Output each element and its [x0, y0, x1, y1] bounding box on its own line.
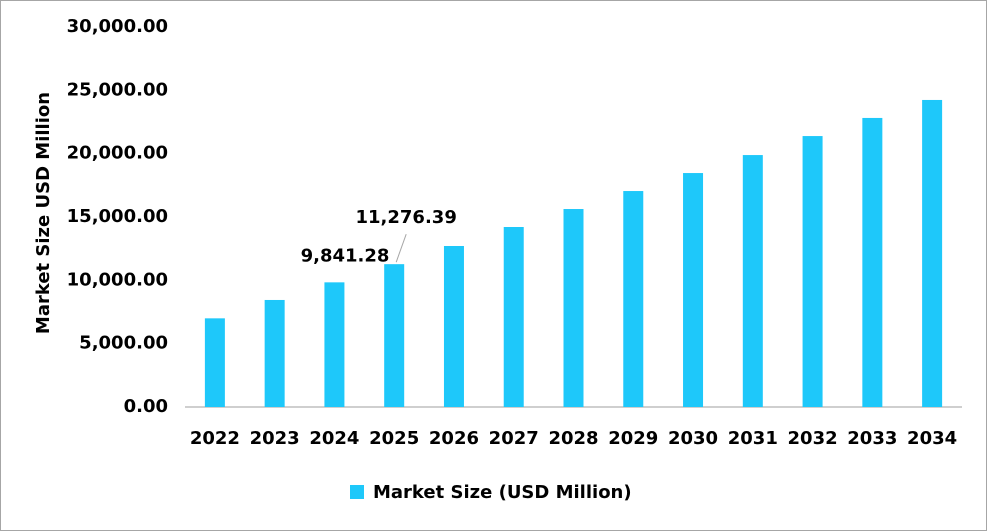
bar [623, 191, 644, 407]
bar [503, 227, 524, 407]
x-tick-label: 2024 [309, 428, 359, 449]
bar [922, 99, 943, 408]
legend-label: Market Size (USD Million) [373, 482, 632, 503]
bar [862, 117, 883, 408]
y-tick-label: 15,000.00 [67, 206, 168, 227]
bar [443, 246, 464, 407]
bar [264, 299, 285, 407]
x-tick-label: 2032 [788, 428, 838, 449]
y-axis-title: Market Size USD Million [33, 92, 54, 334]
x-tick-label: 2026 [429, 428, 479, 449]
x-tick-label: 2027 [489, 428, 539, 449]
x-tick-label: 2029 [608, 428, 658, 449]
legend-swatch [350, 485, 364, 499]
x-tick-label: 2025 [369, 428, 419, 449]
y-tick-label: 25,000.00 [67, 79, 168, 100]
y-tick-label: 30,000.00 [67, 16, 168, 37]
data-label: 9,841.28 [301, 245, 390, 266]
data-label: 11,276.39 [356, 207, 457, 228]
x-tick-label: 2030 [668, 428, 718, 449]
bar [204, 318, 225, 407]
y-tick-label: 20,000.00 [67, 143, 168, 164]
x-tick-label: 2034 [907, 428, 957, 449]
x-tick-label: 2022 [190, 428, 240, 449]
bar [742, 155, 763, 407]
bar [324, 282, 345, 407]
y-tick-label: 0.00 [124, 396, 168, 417]
bar [802, 136, 823, 407]
x-tick-label: 2023 [250, 428, 300, 449]
y-tick-label: 10,000.00 [67, 269, 168, 290]
bar [384, 264, 405, 407]
leader-line [395, 233, 407, 263]
bar [683, 173, 704, 407]
y-tick-label: 5,000.00 [79, 333, 168, 354]
x-tick-label: 2031 [728, 428, 778, 449]
x-tick-label: 2028 [548, 428, 598, 449]
x-tick-label: 2033 [847, 428, 897, 449]
bar [563, 209, 584, 407]
